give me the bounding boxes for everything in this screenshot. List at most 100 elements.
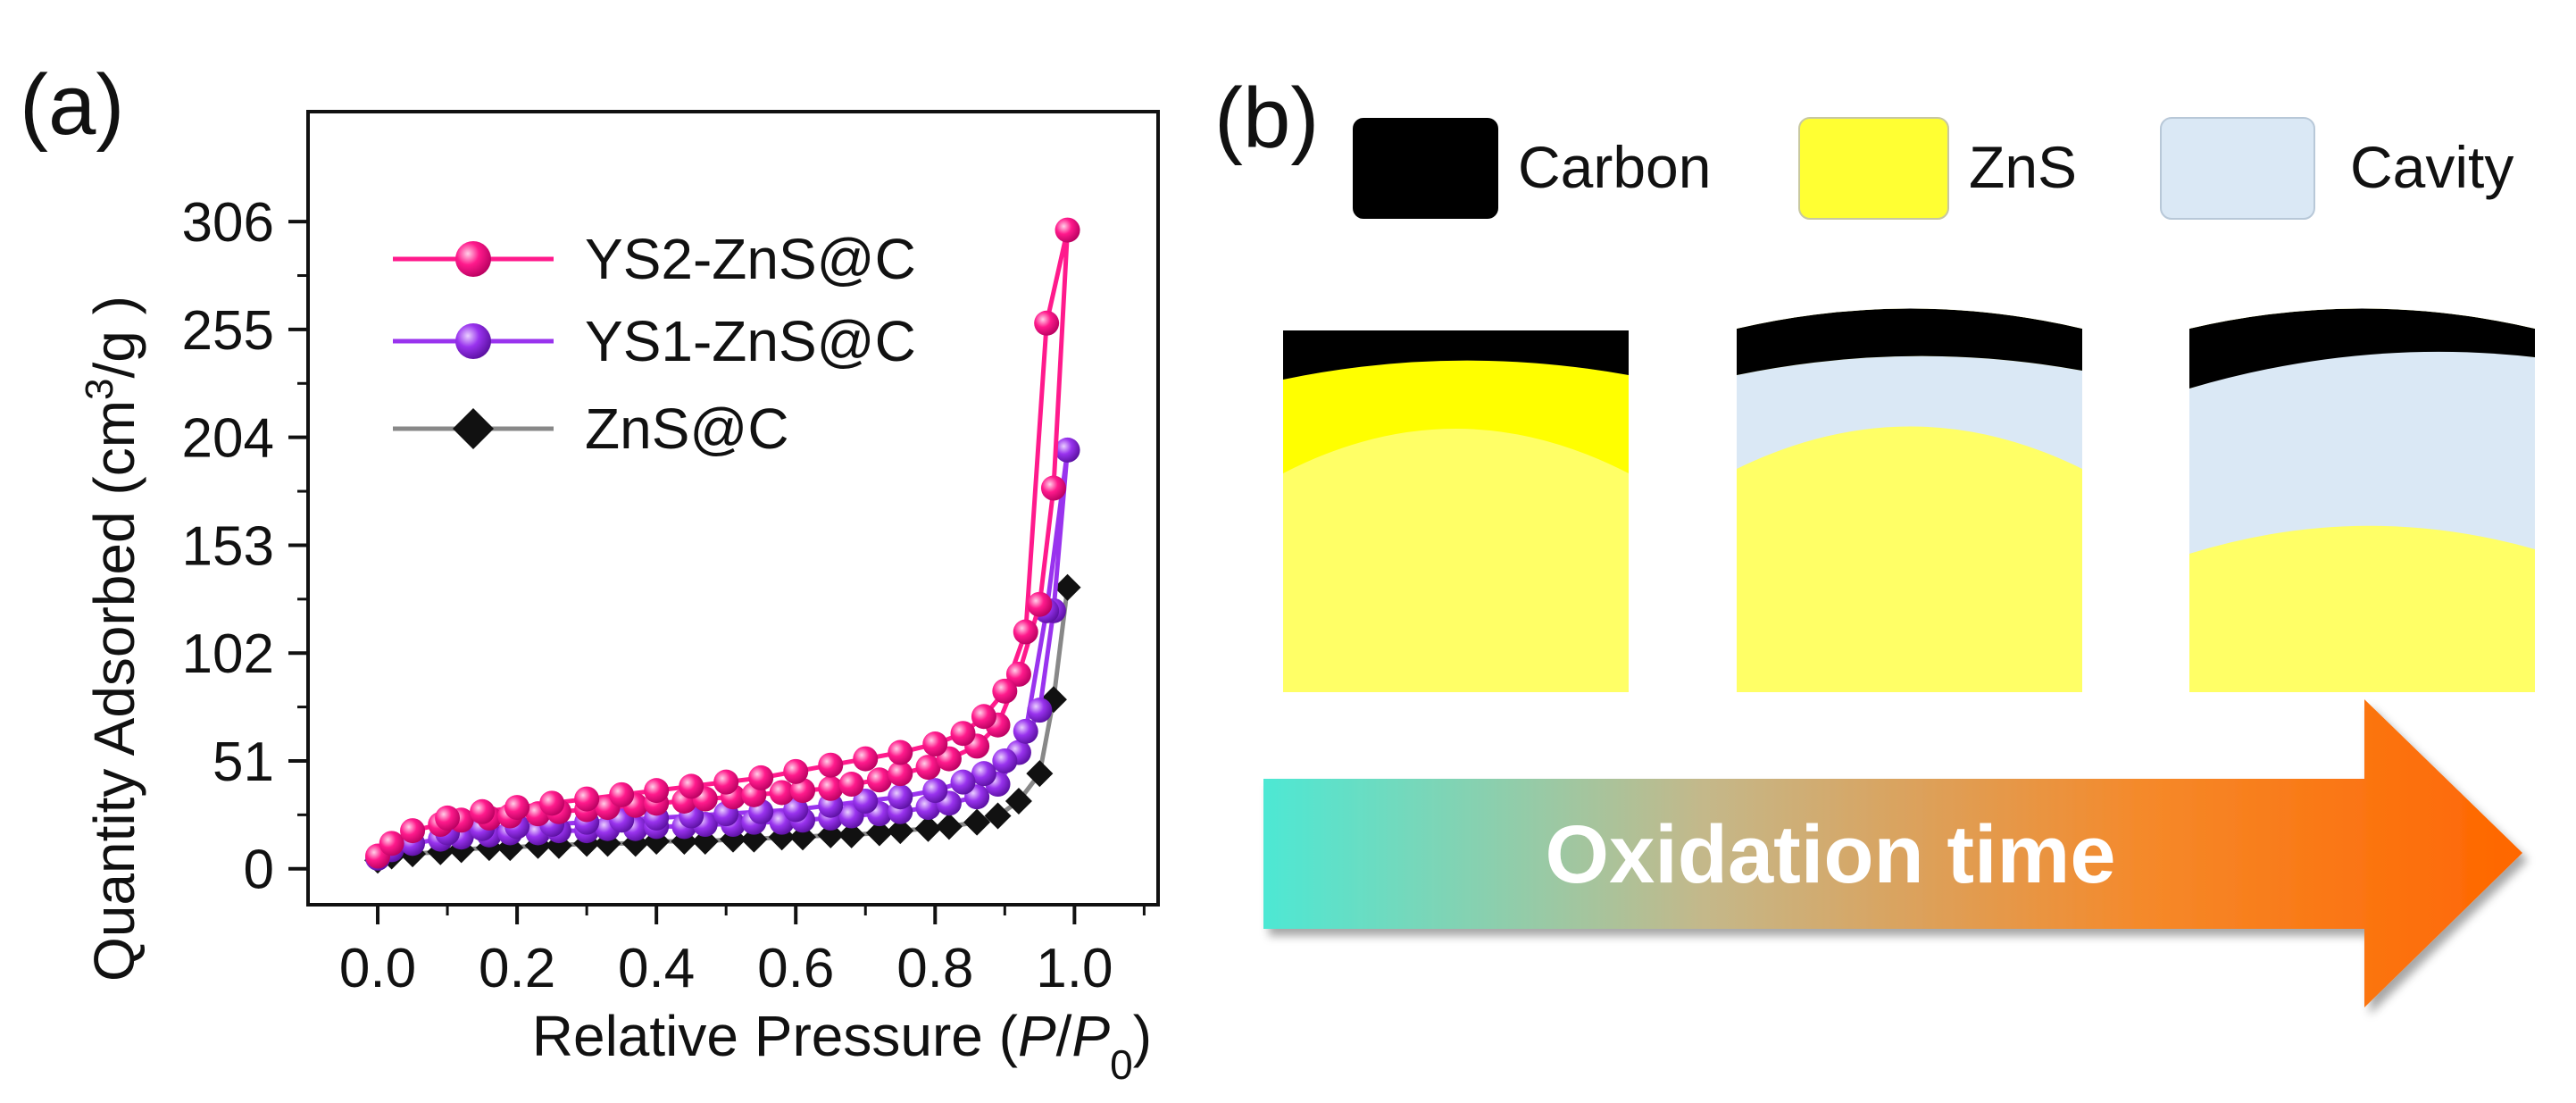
y-tick-label-4: 204	[182, 408, 274, 470]
series-0-point-46	[574, 786, 600, 812]
y-tick-label-5: 255	[182, 300, 274, 362]
series-1-point-37	[888, 784, 913, 810]
schematic-stage-2	[1737, 304, 2082, 692]
legend-marker-ys2	[455, 241, 491, 277]
arrow-label: Oxidation time	[1546, 809, 2116, 900]
series-0-point-33	[992, 678, 1018, 704]
series-0-point-2	[400, 818, 426, 844]
series-2-point-20	[838, 821, 865, 848]
x-axis-label: Relative Pressure (P/P0)	[532, 1004, 1152, 1088]
series-0-point-48	[504, 795, 530, 821]
legend-item-ys2: YS2-ZnS@C	[393, 227, 916, 291]
panel-a-label: (a)	[20, 57, 124, 153]
series-0-point-37	[888, 740, 913, 765]
series-0-point-21	[866, 767, 892, 793]
series-0-point-27	[1005, 661, 1031, 687]
legend-swatch-zns	[1798, 117, 1949, 220]
y-tick-label-1: 51	[213, 731, 274, 793]
ylabel-tail: /g )	[82, 296, 146, 378]
y-ticks: 0 51 102 153 204 255 306	[182, 192, 308, 901]
legend-label-ys1: YS1-ZnS@C	[585, 309, 916, 373]
series-0-point-35	[950, 721, 976, 747]
xlabel-sub: 0	[1110, 1041, 1133, 1088]
series-0-point-29	[1040, 475, 1066, 501]
legend-item-ys1: YS1-ZnS@C	[393, 309, 916, 373]
series-0-point-43	[679, 773, 704, 799]
series-0-point-41	[748, 765, 774, 790]
chart-a: 0 51 102 153 204 255 306 0.0 0.2 0.4 0.6 0.8 1.0 Qu…	[78, 110, 1160, 1088]
xlabel-p: P	[1018, 1004, 1056, 1068]
series-2-point-28	[1026, 760, 1054, 788]
legend-label-ys2: YS2-ZnS@C	[585, 227, 916, 291]
series-0-point-19	[818, 775, 844, 801]
ylabel-main: Quantity Adsorbed (cm	[82, 400, 146, 982]
series-2-point-21	[865, 819, 893, 847]
series-0-point-31	[1034, 310, 1060, 336]
xlabel-main: Relative Pressure (	[532, 1004, 1018, 1068]
series-0-point-38	[853, 746, 879, 772]
xlabel-slash: /	[1056, 1004, 1072, 1068]
series-0-point-50	[435, 805, 461, 831]
series-2-point-23	[914, 815, 942, 842]
series-1-point-34	[971, 761, 996, 787]
panel-b-legend: Carbon ZnS Cavity	[1353, 117, 2513, 220]
series-2-point-22	[887, 817, 914, 845]
legend-label-znsc: ZnS@C	[585, 397, 789, 461]
oxidation-arrow: Oxidation time	[1263, 699, 2522, 1007]
series-0-point-47	[539, 790, 565, 816]
series-group	[364, 217, 1081, 874]
series-1-point-28	[1027, 698, 1053, 723]
series-0-point-20	[838, 772, 864, 798]
plot-frame	[306, 110, 1160, 907]
legend-label-zns: ZnS	[1969, 134, 2077, 200]
series-0-point-40	[783, 758, 809, 784]
ylabel-sup: 3	[78, 379, 121, 400]
series-0-point-34	[971, 704, 996, 730]
series-2-point-24	[935, 813, 963, 840]
x-tick-label-5: 1.0	[1036, 938, 1113, 999]
series-1-point-33	[992, 748, 1018, 773]
series-0-point-49	[470, 798, 496, 824]
series-2-point-30	[1054, 573, 1081, 601]
series-1-point-38	[853, 788, 879, 814]
y-tick-label-3: 153	[182, 515, 274, 577]
series-0-point-30	[1055, 217, 1080, 243]
legend-marker-ys1	[455, 323, 491, 359]
y-tick-label-0: 0	[244, 840, 274, 901]
series-2-point-27	[1005, 787, 1032, 815]
x-tick-label-4: 0.8	[896, 938, 973, 999]
panel-b-label: (b)	[1214, 71, 1319, 166]
y-tick-label-6: 306	[182, 192, 274, 254]
legend-label-carbon: Carbon	[1518, 134, 1711, 200]
schematic-stage-1	[1283, 304, 1629, 692]
series-0-point-1	[379, 831, 404, 856]
legend-swatch-carbon	[1353, 118, 1498, 219]
x-tick-label-2: 0.4	[618, 938, 695, 999]
series-0-point-17	[769, 780, 795, 806]
legend-marker-znsc	[453, 408, 494, 449]
series-0-point-44	[644, 778, 670, 804]
series-1-point-30	[1055, 437, 1080, 463]
legend-item-znsc: ZnS@C	[393, 397, 789, 461]
series-1-point-40	[783, 797, 809, 823]
schematic-stage-3	[2189, 304, 2535, 692]
series-1-point-36	[922, 778, 948, 804]
x-tick-label-0: 0.0	[339, 938, 416, 999]
series-0-point-28	[1027, 591, 1053, 617]
chart-legend: YS2-ZnS@C YS1-ZnS@C ZnS@C	[393, 227, 916, 461]
series-0-point-39	[818, 752, 844, 778]
series-0-point-23	[915, 755, 941, 781]
legend-label-cavity: Cavity	[2350, 134, 2513, 200]
xlabel-p0: P	[1071, 1004, 1110, 1068]
series-0-point-18	[790, 778, 816, 804]
series-0-point-22	[888, 761, 913, 787]
x-ticks: 0.0 0.2 0.4 0.6 0.8 1.0	[339, 905, 1146, 999]
legend-swatch-cavity	[2160, 117, 2315, 220]
y-axis-label: Quantity Adsorbed (cm3/g )	[78, 296, 147, 982]
x-tick-label-3: 0.6	[757, 938, 834, 999]
series-0-point-45	[609, 781, 635, 807]
y-tick-label-2: 102	[182, 623, 274, 685]
series-2-point-25	[963, 808, 991, 836]
x-tick-label-1: 0.2	[479, 938, 555, 999]
